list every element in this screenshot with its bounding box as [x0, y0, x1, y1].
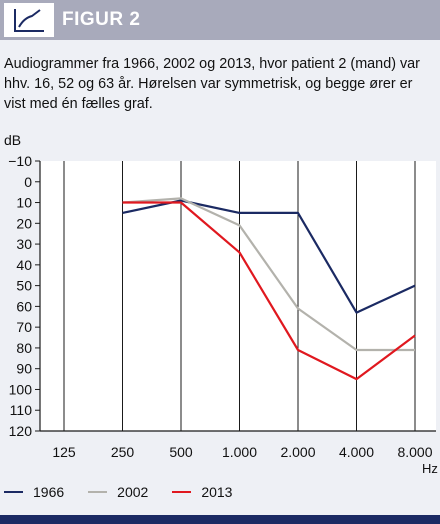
- chart-legend: 1966 2002 2013: [4, 482, 256, 502]
- legend-swatch: [4, 490, 23, 494]
- x-tick-label: 125: [52, 444, 76, 460]
- bottom-bar: [0, 515, 440, 524]
- x-tick-label: 250: [111, 444, 135, 460]
- y-tick-label: −10: [8, 153, 32, 169]
- x-tick-label: 1.000: [222, 444, 257, 460]
- y-tick-label: 100: [9, 381, 33, 397]
- legend-label: 1966: [33, 484, 65, 500]
- plot-area: [40, 161, 436, 431]
- x-tick-label: 8.000: [397, 444, 432, 460]
- y-tick-label: 0: [24, 174, 32, 190]
- figure-title: FIGUR 2: [62, 9, 141, 30]
- y-tick-label: 50: [16, 278, 32, 294]
- legend-item-2002: 2002: [88, 484, 148, 500]
- legend-item-2013: 2013: [172, 484, 232, 500]
- x-tick-label: 500: [169, 444, 193, 460]
- y-tick-label: 70: [16, 319, 32, 335]
- legend-item-1966: 1966: [4, 484, 64, 500]
- y-tick-label: 80: [16, 340, 32, 356]
- y-tick-label: 20: [16, 215, 32, 231]
- x-tick-label: 2.000: [280, 444, 315, 460]
- y-tick-label: 10: [16, 195, 32, 211]
- y-tick-label: 60: [16, 298, 32, 314]
- figure-caption: Audiogrammer fra 1966, 2002 og 2013, hvo…: [4, 56, 420, 112]
- legend-swatch: [172, 490, 192, 494]
- line-chart-icon: [4, 3, 54, 37]
- legend-label: 2013: [201, 484, 233, 500]
- y-tick-label: 40: [16, 257, 32, 273]
- legend-label: 2002: [117, 484, 149, 500]
- y-tick-label: 30: [16, 236, 32, 252]
- legend-swatch: [88, 490, 108, 494]
- y-tick-label: 110: [10, 402, 33, 418]
- series-line-2013: [122, 201, 416, 381]
- y-axis-label: dB: [4, 132, 22, 148]
- x-axis-label: Hz: [422, 461, 438, 476]
- figure-header: FIGUR 2: [0, 0, 440, 40]
- y-tick-label: 90: [16, 361, 32, 377]
- y-tick-label: 120: [9, 423, 33, 439]
- x-tick-label: 4.000: [339, 444, 374, 460]
- series-line-2002: [122, 197, 415, 352]
